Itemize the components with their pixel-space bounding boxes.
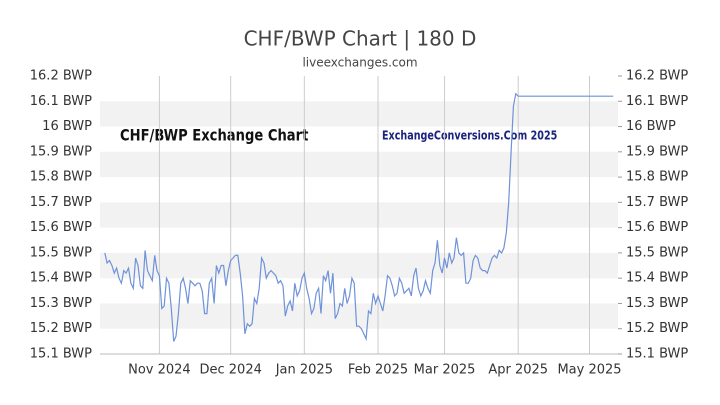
y2-tick-label: 15.2 BWP bbox=[626, 321, 688, 336]
y-tick-label: 15.7 BWP bbox=[30, 195, 92, 210]
y-tick-label: 15.3 BWP bbox=[30, 296, 92, 311]
annotation: CHF/BWP Exchange Chart bbox=[120, 126, 308, 145]
y2-tick-label: 15.4 BWP bbox=[626, 271, 688, 286]
y-tick-label: 16.2 BWP bbox=[30, 69, 92, 84]
y2-tick-label: 15.8 BWP bbox=[626, 170, 688, 185]
chart-title: CHF/BWP Chart | 180 D bbox=[244, 27, 477, 51]
y2-tick-label: 15.9 BWP bbox=[626, 144, 688, 159]
x-tick-label: Mar 2025 bbox=[414, 363, 476, 378]
y2-tick-label: 15.5 BWP bbox=[626, 245, 688, 260]
chart-subtitle: liveexchanges.com bbox=[302, 56, 417, 70]
grid-band bbox=[100, 101, 618, 127]
y2-tick-label: 15.6 BWP bbox=[626, 220, 688, 235]
y-tick-label: 15.6 BWP bbox=[30, 220, 92, 235]
x-tick-label: Dec 2024 bbox=[200, 363, 262, 378]
y2-tick-label: 16.2 BWP bbox=[626, 69, 688, 84]
line bbox=[104, 92, 614, 342]
y-tick-label: 16.1 BWP bbox=[30, 94, 92, 109]
y-tick-label: 15.5 BWP bbox=[30, 245, 92, 260]
y2-tick-label: 16.1 BWP bbox=[626, 94, 688, 109]
y-tick-label: 16 BWP bbox=[42, 119, 92, 134]
x-tick-label: Nov 2024 bbox=[128, 363, 191, 378]
y-tick-label: 15.2 BWP bbox=[30, 321, 92, 336]
x-tick-label: Feb 2025 bbox=[348, 363, 408, 378]
y2-tick-label: 15.1 BWP bbox=[626, 347, 688, 362]
y-tick-label: 15.4 BWP bbox=[30, 271, 92, 286]
x-tick-label: Jan 2025 bbox=[275, 363, 333, 378]
grid-band bbox=[100, 303, 618, 329]
y-tick-label: 15.8 BWP bbox=[30, 170, 92, 185]
grid-band bbox=[100, 202, 618, 228]
y-tick-label: 15.1 BWP bbox=[30, 347, 92, 362]
x-tick-label: Apr 2025 bbox=[488, 363, 548, 378]
annotation: ExchangeConversions.Com 2025 bbox=[382, 128, 557, 142]
y2-tick-label: 15.3 BWP bbox=[626, 296, 688, 311]
y2-tick-label: 15.7 BWP bbox=[626, 195, 688, 210]
x-tick-label: May 2025 bbox=[557, 363, 621, 378]
grid-band bbox=[100, 151, 618, 178]
y2-tick-label: 16 BWP bbox=[626, 119, 676, 134]
y-tick-label: 15.9 BWP bbox=[30, 144, 92, 159]
grid-band bbox=[100, 252, 618, 279]
